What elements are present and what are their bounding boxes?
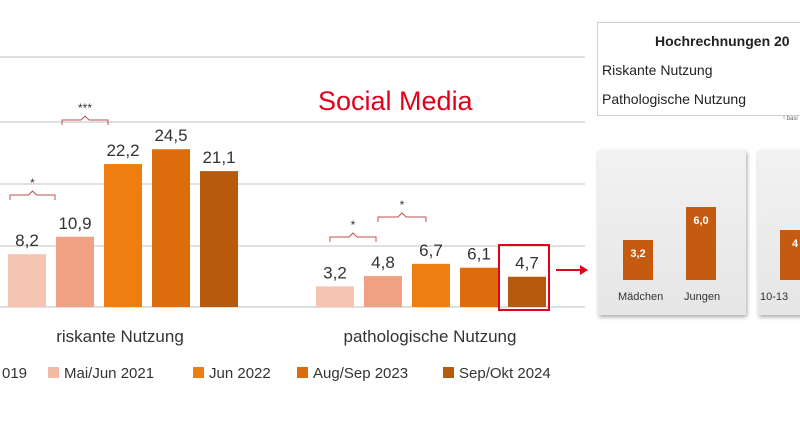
bar-label-1-4: 4,7 (515, 254, 539, 273)
projection-row-risky: Riskante Nutzung (602, 62, 713, 78)
legend-label-0: 019 (2, 365, 27, 382)
significance-label-2: * (351, 218, 356, 232)
girls-bar (623, 240, 653, 280)
projection-box (597, 22, 800, 116)
bar-label-0-3: 24,5 (154, 126, 187, 145)
highlight-box (498, 244, 550, 311)
bar-1-4 (508, 276, 546, 307)
bar-0-1 (56, 236, 94, 307)
gender-card: 3,2 6,0 Mädchen Jungen (598, 150, 746, 315)
significance-label-0: * (30, 176, 35, 190)
significance-label-3: * (400, 198, 405, 212)
legend-swatch-1 (48, 367, 59, 378)
projection-title: Hochrechnungen 20 (655, 33, 790, 49)
age-card: 4 10-13 (758, 150, 800, 315)
legend-label-4: Sep/Okt 2024 (459, 365, 551, 382)
significance-bracket-0 (9, 190, 56, 200)
bar-1-3 (460, 267, 498, 307)
bar-0-4 (200, 171, 238, 307)
chart-title: Social Media (318, 86, 473, 116)
legend-label-3: Aug/Sep 2023 (313, 365, 408, 382)
bar-label-1-2: 6,7 (419, 241, 443, 260)
bar-0-3 (152, 149, 190, 307)
projection-row-pathological: Pathologische Nutzung (602, 91, 746, 107)
significance-label-1: *** (78, 101, 92, 115)
legend-label-1: Mai/Jun 2021 (64, 365, 154, 382)
age-bar (780, 230, 800, 280)
girls-label: Mädchen (618, 291, 664, 303)
bar-0-0 (8, 254, 46, 307)
category-label-1: pathologische Nutzung (344, 327, 517, 346)
bar-1-1 (364, 276, 402, 307)
projection-footnote: ¹ basi (783, 116, 798, 122)
age-value: 4 (791, 238, 799, 250)
significance-bracket-2 (329, 232, 377, 242)
bar-0-2 (104, 164, 142, 307)
bar-1-0 (316, 286, 354, 307)
bar-label-1-3: 6,1 (467, 245, 491, 264)
girls-value: 3,2 (630, 248, 646, 260)
legend-swatch-3 (297, 367, 308, 378)
age-label: 10-13 (760, 291, 789, 303)
boys-value: 6,0 (693, 215, 709, 227)
bar-label-0-1: 10,9 (58, 214, 91, 233)
bar-label-0-2: 22,2 (106, 141, 139, 160)
boys-bar (686, 207, 716, 280)
legend-swatch-4 (443, 367, 454, 378)
bar-label-0-0: 8,2 (15, 231, 39, 250)
significance-bracket-3 (377, 212, 427, 222)
category-label-0: riskante Nutzung (56, 327, 184, 346)
bar-label-0-4: 21,1 (202, 148, 235, 167)
legend-swatch-2 (193, 367, 204, 378)
bar-1-2 (412, 263, 450, 307)
bar-label-1-0: 3,2 (323, 263, 347, 282)
significance-bracket-1 (61, 115, 109, 125)
highlight-arrowhead (580, 265, 588, 275)
legend-label-2: Jun 2022 (209, 365, 271, 382)
boys-label: Jungen (684, 291, 721, 303)
bar-label-1-1: 4,8 (371, 253, 395, 272)
